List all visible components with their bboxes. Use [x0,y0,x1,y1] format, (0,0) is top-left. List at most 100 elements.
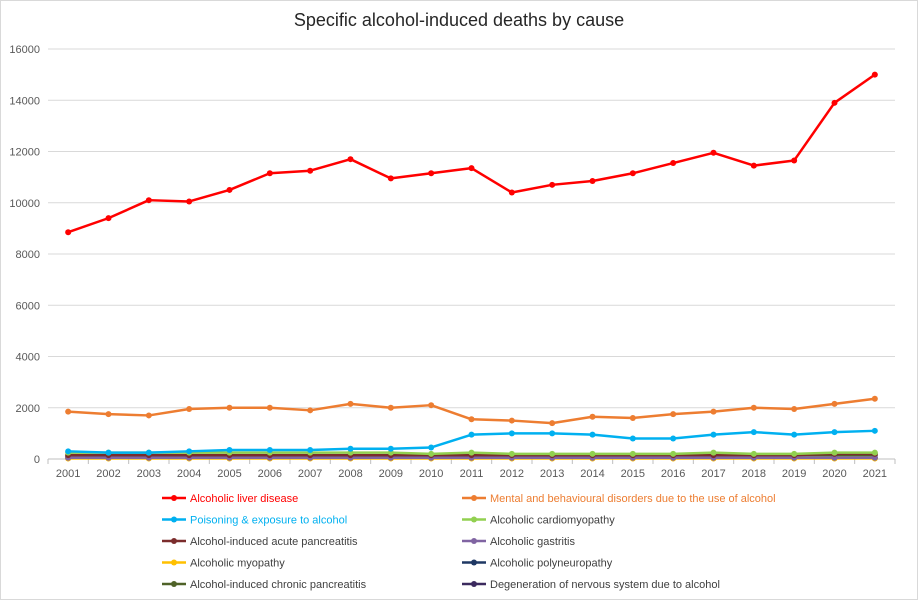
y-tick-label: 16000 [9,44,40,56]
legend-swatch-marker [171,538,177,544]
data-point [307,167,314,174]
data-point [670,411,677,418]
data-point [428,170,435,177]
data-point [428,444,435,451]
legend-label: Alcoholic polyneuropathy [490,558,613,570]
data-point [468,416,475,423]
data-point [871,427,878,434]
data-point [710,149,717,156]
data-point [226,447,233,454]
x-tick-label: 2018 [742,468,766,480]
data-point [307,447,314,454]
data-point [508,417,515,424]
y-tick-label: 8000 [16,249,40,261]
x-tick-label: 2004 [177,468,201,480]
x-tick-label: 2011 [460,468,484,480]
data-point [750,429,757,436]
x-tick-label: 2007 [298,468,322,480]
data-point [508,450,515,457]
data-point [347,156,354,163]
x-tick-label: 2019 [782,468,806,480]
data-point [508,189,515,196]
data-point [468,165,475,172]
x-tick-label: 2013 [540,468,564,480]
data-point [831,429,838,436]
data-point [387,175,394,182]
y-tick-label: 12000 [9,147,40,159]
data-point [750,162,757,169]
data-point [629,170,636,177]
legend-label: Alcoholic gastritis [490,536,575,548]
data-point [105,449,112,456]
y-tick-label: 0 [34,454,40,466]
data-point [428,450,435,457]
legend-swatch-marker [171,559,177,566]
x-tick-label: 2009 [379,468,403,480]
data-point [65,448,72,455]
x-tick-label: 2012 [500,468,524,480]
data-point [307,407,314,414]
legend-label: Alcoholic myopathy [190,558,285,570]
x-tick-label: 2021 [863,468,887,480]
legend-swatch-marker [171,516,177,523]
legend-swatch-marker [471,516,477,523]
legend-label: Alcohol-induced acute pancreatitis [190,536,358,548]
data-point [589,177,596,184]
data-point [831,400,838,407]
legend-label: Degeneration of nervous system due to al… [490,579,720,591]
y-tick-label: 4000 [16,352,40,364]
data-point [670,435,677,442]
data-point [549,450,556,457]
x-tick-label: 2017 [701,468,725,480]
legend-swatch-marker [471,559,477,566]
y-tick-label: 2000 [16,403,40,415]
data-point [266,447,273,454]
data-point [105,411,112,418]
data-point [871,449,878,456]
data-point [710,408,717,415]
legend-swatch-marker [171,495,177,501]
data-point [831,449,838,456]
y-tick-label: 10000 [9,198,40,210]
data-point [549,420,556,427]
data-point [186,198,193,205]
data-point [266,404,273,411]
series-line [67,73,876,234]
legend-swatch-marker [471,495,477,501]
data-point [670,450,677,457]
x-tick-label: 2001 [56,468,80,480]
x-tick-label: 2008 [338,468,362,480]
legend-label: Poisoning & exposure to alcohol [190,515,347,527]
data-point [105,215,112,222]
x-tick-label: 2014 [580,468,604,480]
data-point [387,404,394,411]
data-point [629,435,636,442]
data-point [65,408,72,415]
data-point [65,229,72,236]
x-tick-label: 2010 [419,468,443,480]
legend-swatch-marker [171,581,177,587]
data-point [710,449,717,456]
data-point [831,99,838,106]
data-point [347,445,354,452]
x-tick-label: 2005 [217,468,241,480]
legend-label: Alcohol-induced chronic pancreatitis [190,579,367,591]
data-point [791,431,798,438]
data-point [145,412,152,419]
legend-swatch-marker [471,581,477,587]
legend-swatch-marker [471,538,477,544]
data-point [629,450,636,457]
data-point [589,450,596,457]
data-point [266,170,273,177]
x-tick-label: 2002 [96,468,120,480]
data-point [186,448,193,455]
chart-title: Specific alcohol-induced deaths by cause [293,10,625,30]
data-point [145,449,152,456]
data-point [508,430,515,437]
data-point [428,402,435,409]
data-point [549,181,556,188]
data-point [710,431,717,438]
x-tick-label: 2020 [822,468,846,480]
legend-label: Alcoholic liver disease [190,493,298,505]
